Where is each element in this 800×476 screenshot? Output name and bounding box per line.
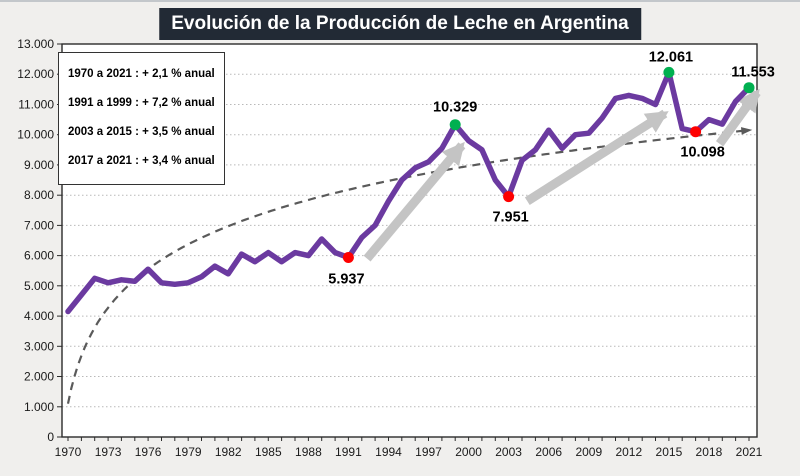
x-axis-label: 1970 [55,445,82,459]
data-point-label-2015: 12.061 [649,49,693,65]
y-axis-label: 13.000 [17,37,54,51]
data-point-label-2003: 7.951 [492,210,528,226]
data-point-marker-2017 [690,126,702,138]
x-axis-label: 2021 [736,445,763,459]
x-axis-label: 1991 [335,445,362,459]
x-axis-label: 1982 [215,445,242,459]
y-axis-label: 7.000 [24,218,54,232]
x-axis-label: 2009 [575,445,602,459]
y-axis-label: 0 [47,430,54,444]
x-axis-label: 2018 [696,445,723,459]
y-axis-label: 9.000 [24,158,54,172]
plot-border [61,43,758,438]
y-axis-label: 12.000 [17,67,54,81]
x-axis-label: 1973 [95,445,122,459]
growth-annotation-2017-2021: 2017 a 2021 : + 3,4 % anual [68,155,215,167]
x-axis-label: 2000 [455,445,482,459]
growth-annotation-1991-1999: 1991 a 1999 : + 7,2 % anual [68,97,215,109]
x-axis-label: 1988 [295,445,322,459]
trend-arrow [363,141,466,262]
y-axis-label: 1.000 [24,400,54,414]
x-axis-label: 1985 [255,445,282,459]
x-axis-label: 1979 [175,445,202,459]
x-axis-label: 1994 [375,445,402,459]
data-point-marker-2015 [663,66,675,78]
y-axis-label: 2.000 [24,370,54,384]
x-axis-label: 2015 [656,445,683,459]
data-point-marker-1999 [449,119,461,131]
y-axis-label: 10.000 [17,128,54,142]
data-point-marker-2021 [743,82,755,94]
trend-arrow [715,88,761,147]
production-line [65,69,752,315]
chart-title-bar: Evolución de la Producción de Leche en A… [159,8,641,40]
y-axis-label: 3.000 [24,339,54,353]
x-axis-label: 2006 [535,445,562,459]
y-axis-label: 5.000 [24,279,54,293]
growth-annotation-2003-2015: 2003 a 2015 : + 3,5 % anual [68,126,215,138]
chart-title: Evolución de la Producción de Leche en A… [171,13,629,34]
y-axis-label: 11.000 [18,98,54,112]
trend-arrow [524,109,669,205]
x-axis-label: 2003 [495,445,522,459]
y-axis-label: 4.000 [24,309,54,323]
data-point-label-2017: 10.098 [680,145,724,161]
growth-annotation-1970-2021: 1970 a 2021 : + 2,1 % anual [68,68,215,80]
data-point-marker-2003 [503,191,515,203]
x-axis-label: 1997 [415,445,442,459]
x-axis-label: 1976 [135,445,162,459]
data-point-label-2021: 11.553 [731,65,775,81]
y-axis-label: 6.000 [24,249,54,263]
x-axis-label: 2012 [615,445,642,459]
growth-annotations-box: 1970 a 2021 : + 2,1 % anual 1991 a 1999 … [58,52,225,185]
data-point-marker-1991 [342,252,354,263]
data-point-label-1991: 5.937 [328,272,364,288]
data-point-label-1999: 10.329 [433,100,477,116]
y-axis-label: 8.000 [24,188,54,202]
